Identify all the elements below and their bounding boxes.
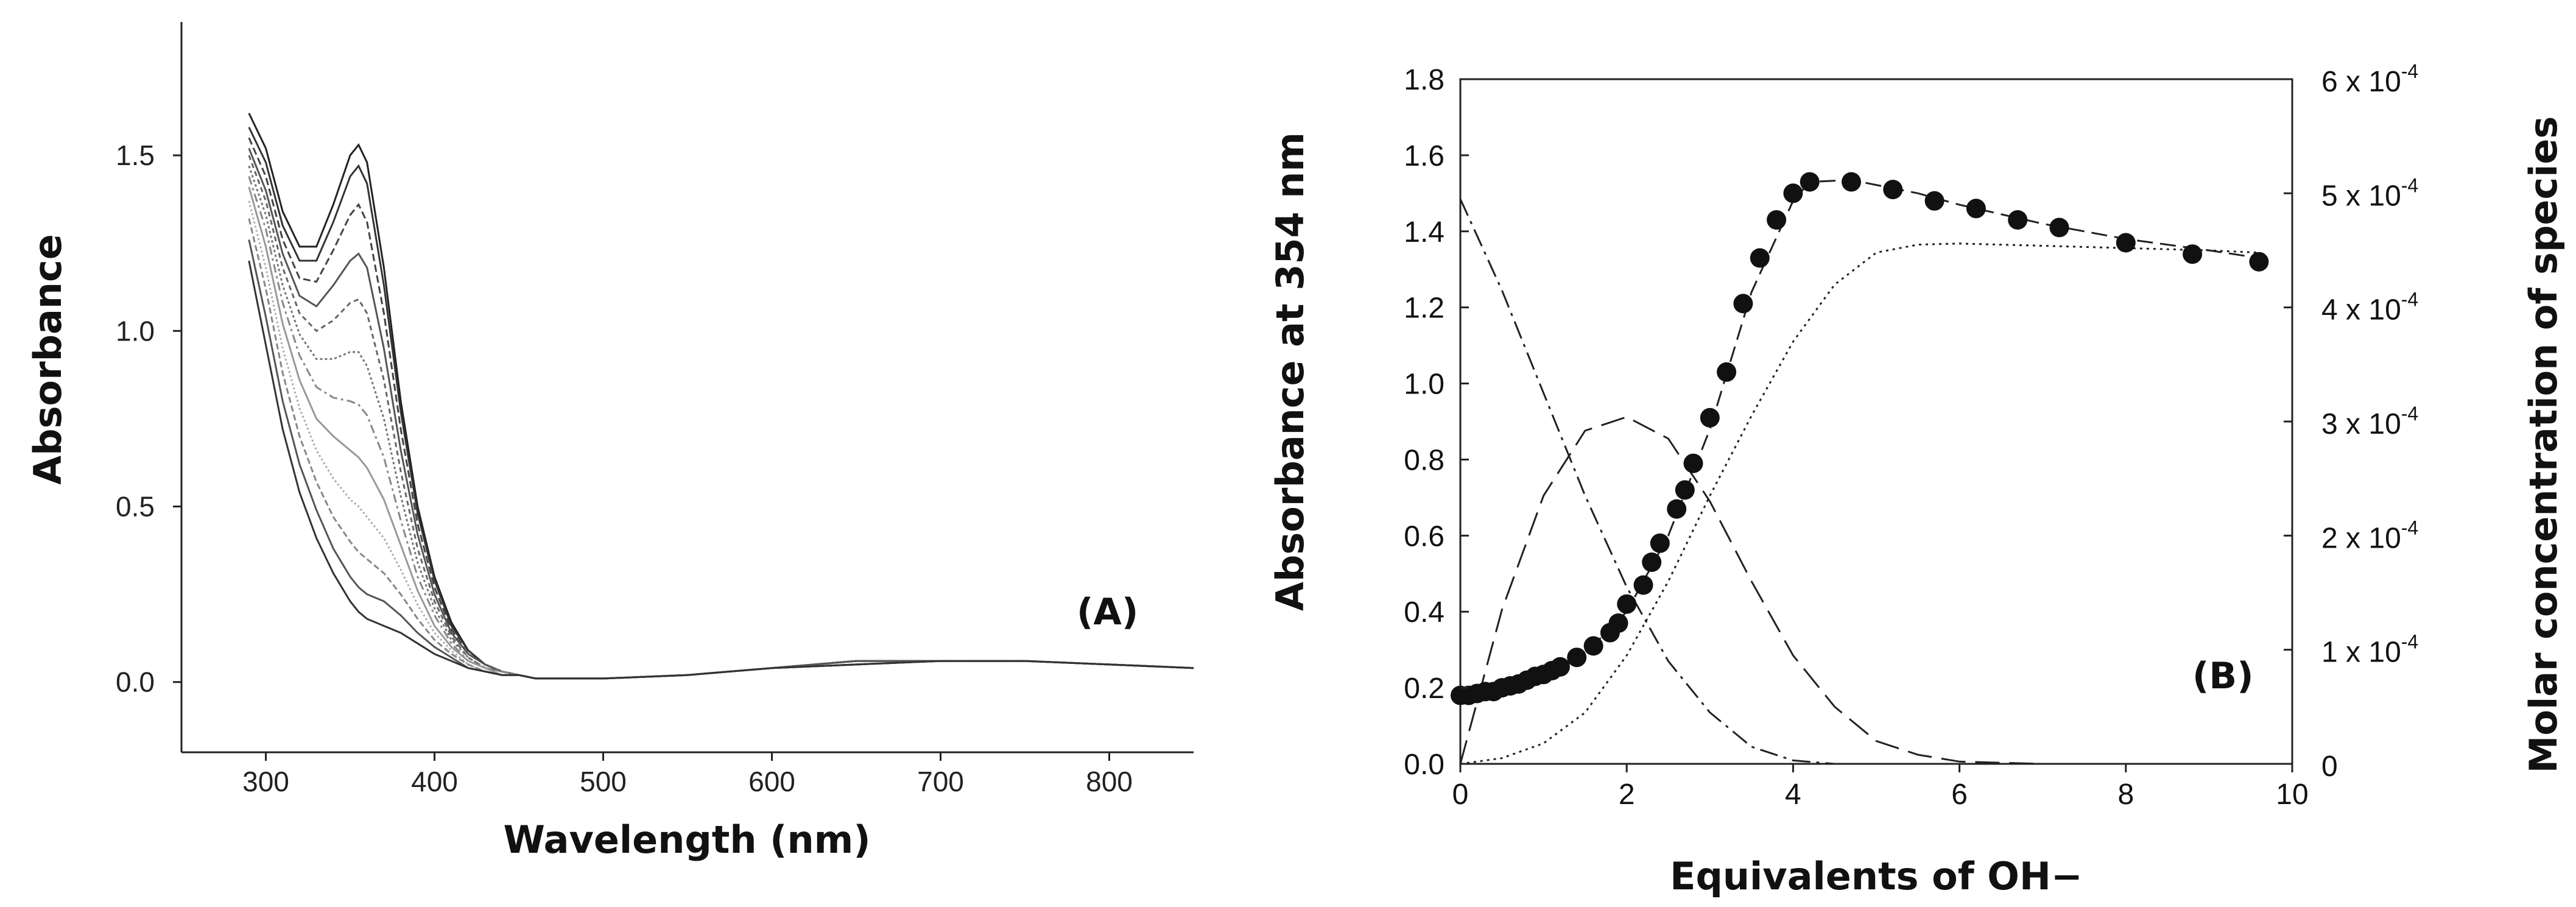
chart-b-data-point: [1617, 594, 1637, 614]
chart-b-data-point: [1633, 575, 1653, 595]
chart-b-series-line: [1460, 242, 2259, 765]
chart-b-data-point: [1733, 294, 1753, 314]
chart-b-xlabel: Equivalents of OH−: [1670, 854, 2083, 898]
chart-b-y-tick-label-left: 1.4: [1404, 216, 1445, 249]
chart-a-x-tick-label: 500: [580, 766, 627, 797]
chart-a-series-line: [248, 176, 1194, 680]
chart-b-y-tick-label-left: 0.0: [1404, 749, 1445, 781]
chart-b-data-point: [1783, 183, 1803, 203]
chart-b-x-tick-label: 10: [2276, 778, 2308, 811]
chart-a-series-line: [248, 239, 1194, 680]
chart-b-data-point: [1550, 657, 1570, 677]
chart-b-data-point: [1842, 172, 1861, 192]
chart-b-ticks: 0 2 4 6 8 10 0.0 0.2 0.4 0.6 0.8 1.0 1.2 1.4 1.6 1.8 0 1 …: [1404, 60, 2418, 811]
chart-b-data-point: [2049, 217, 2069, 238]
chart-a-series-line: [248, 147, 1194, 680]
chart-b-ylabel-right: Molar concentration of species: [2521, 116, 2566, 774]
chart-a-series-line: [248, 137, 1194, 680]
chart-a-y-tick-label: 0.0: [116, 666, 155, 698]
chart-a-x-tick-label: 800: [1086, 766, 1133, 797]
chart-a-panel-label: (A): [1077, 591, 1138, 633]
chart-b-ylabel-left: Absorbance at 354 nm: [1268, 132, 1312, 611]
chart-b-series-group: [1459, 178, 2259, 765]
chart-b-points-group: [1451, 172, 2269, 705]
chart-b-data-point: [1608, 613, 1628, 633]
chart-b-x-tick-label: 6: [1951, 778, 1968, 811]
chart-a-y-tick-label: 0.5: [116, 490, 155, 522]
chart-a-y-tick-label: 1.0: [116, 315, 155, 347]
chart-b-y-tick-label-right: 5 x 10-4: [2321, 174, 2418, 212]
chart-a-x-tick-label: 400: [411, 766, 458, 797]
chart-b-x-tick-label: 2: [1619, 778, 1635, 811]
chart-b-x-tick-label: 0: [1452, 778, 1469, 811]
chart-a-series-line: [248, 165, 1194, 680]
chart-b-y-tick-label-left: 1.0: [1404, 369, 1445, 401]
chart-b-y-tick-label-right: 2 x 10-4: [2321, 517, 2418, 554]
chart-a-series-line: [248, 155, 1194, 680]
chart-b-y-tick-label-left: 1.6: [1404, 140, 1445, 172]
chart-b-y-tick-label-right: 0: [2321, 750, 2338, 783]
chart-a-series-line: [248, 186, 1194, 680]
chart-b-y-tick-label-left: 0.4: [1404, 596, 1445, 629]
chart-b-y-tick-label-left: 1.2: [1404, 292, 1445, 325]
chart-b-x-tick-label: 4: [1785, 778, 1801, 811]
chart-a-series-line: [248, 260, 1194, 680]
chart-b-data-point: [1567, 648, 1587, 668]
chart-b-y-tick-label-left: 0.6: [1404, 520, 1445, 552]
chart-b-data-point: [1667, 499, 1687, 519]
chart-b-data-point: [2183, 244, 2203, 264]
chart-b-data-point: [1675, 480, 1695, 500]
chart-a-ylabel: Absorbance: [26, 234, 70, 485]
chart-b-series-line: [1459, 199, 1876, 765]
chart-b-data-point: [2008, 210, 2028, 230]
chart-b-data-point: [1800, 172, 1820, 192]
chart-b: 0 2 4 6 8 10 0.0 0.2 0.4 0.6 0.8 1.0 1.2 1.4 1.6 1.8 0 1 …: [1268, 60, 2566, 898]
chart-a-ticks: 300 400 500 600 700 800 0.0 0.5 1.0 1.5: [116, 139, 1133, 797]
chart-a-series-line: [248, 200, 1194, 680]
chart-b-y-tick-label-right: 6 x 10-4: [2321, 60, 2418, 98]
chart-a-series-group: [248, 113, 1194, 680]
chart-b-data-point: [1642, 552, 1662, 572]
chart-a-series-line: [248, 113, 1194, 680]
chart-b-x-tick-label: 8: [2117, 778, 2134, 811]
chart-a-xlabel: Wavelength (nm): [503, 817, 870, 862]
chart-b-panel-label: (B): [2192, 655, 2254, 697]
chart-b-data-point: [1583, 636, 1603, 656]
chart-a-y-tick-label: 1.5: [116, 139, 155, 171]
chart-b-data-point: [1966, 199, 1986, 219]
chart-b-data-point: [1650, 533, 1670, 553]
chart-a-series-line: [248, 127, 1194, 680]
chart-b-series-line: [1459, 415, 2209, 765]
chart-a-x-tick-label: 700: [917, 766, 964, 797]
chart-b-y-tick-label-right: 1 x 10-4: [2321, 631, 2418, 669]
chart-b-y-tick-label-left: 0.2: [1404, 672, 1445, 705]
chart-a: 300 400 500 600 700 800 0.0 0.5 1.0 1.5 Wavelengt…: [26, 22, 1194, 862]
chart-b-y-tick-label-left: 0.8: [1404, 444, 1445, 476]
chart-b-y-tick-label-right: 3 x 10-4: [2321, 403, 2418, 440]
chart-b-data-point: [2116, 233, 2136, 253]
chart-b-data-point: [1924, 191, 1944, 211]
chart-b-data-point: [1767, 210, 1787, 230]
chart-b-data-point: [2249, 252, 2269, 272]
chart-b-data-point: [1883, 180, 1903, 200]
chart-b-data-point: [1683, 453, 1703, 473]
chart-b-data-point: [1700, 408, 1720, 428]
chart-a-x-tick-label: 300: [242, 766, 289, 797]
chart-a-x-tick-label: 600: [748, 766, 795, 797]
chart-b-data-point: [1750, 248, 1770, 268]
chart-b-y-tick-label-right: 4 x 10-4: [2321, 289, 2418, 326]
chart-b-y-tick-label-left: 1.8: [1404, 64, 1445, 96]
chart-b-data-point: [1717, 362, 1737, 382]
